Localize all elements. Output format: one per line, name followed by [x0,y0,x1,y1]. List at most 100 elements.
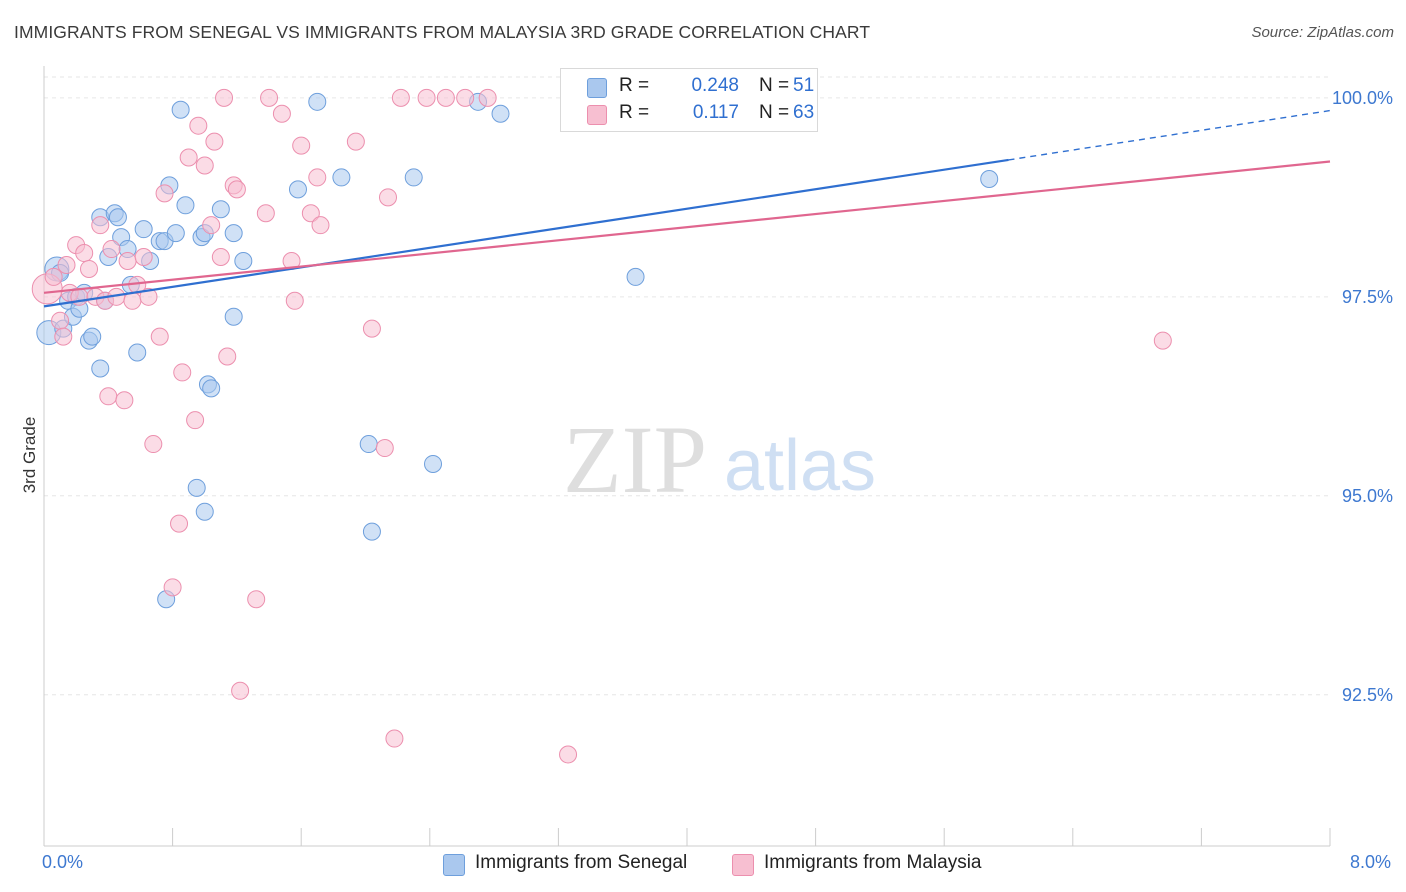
malaysia-point [179,148,198,167]
senegal-point [171,100,190,119]
y-tick-label: 92.5% [1342,685,1393,705]
senegal-point [332,168,351,187]
malaysia-point [391,88,410,107]
senegal-point [362,522,381,541]
senegal-point [424,454,443,473]
watermark-zip: ZIP [563,406,707,513]
senegal-n-value: 51 [793,75,815,96]
malaysia-point [80,259,99,278]
senegal-point [980,170,999,189]
malaysia-point [150,327,169,346]
senegal-point [224,307,243,326]
senegal-point [91,359,110,378]
malaysia-point [456,88,475,107]
malaysia-point [375,439,394,458]
senegal-legend-label: Immigrants from Senegal [475,852,688,873]
malaysia-point [308,168,327,187]
malaysia-point [227,180,246,199]
malaysia-point [75,244,94,263]
malaysia-point [51,311,70,330]
senegal-point [166,224,185,243]
senegal-point [308,92,327,111]
malaysia-point [292,136,311,155]
malaysia-r-value: 0.117 [692,102,739,123]
senegal-point [491,104,510,123]
malaysia-point [362,319,381,338]
senegal-point [202,379,221,398]
malaysia-n-value: 63 [793,102,815,123]
senegal-point [187,478,206,497]
senegal-r-label: R = [619,75,650,96]
malaysia-point [44,267,63,286]
malaysia-point [346,132,365,151]
senegal-point [359,435,378,454]
senegal-point [195,502,214,521]
y-tick-label: 97.5% [1342,287,1393,307]
malaysia-point [301,204,320,223]
malaysia-point [195,156,214,175]
malaysia-trend-line [43,160,1331,294]
malaysia-swatch [587,105,607,125]
senegal-point [83,327,102,346]
senegal-point [224,224,243,243]
malaysia-point [215,88,234,107]
senegal-r-value: 0.248 [691,75,739,96]
malaysia-point [54,327,73,346]
malaysia-legend-label: Immigrants from Malaysia [764,852,982,873]
senegal-trend-line [43,158,1009,308]
malaysia-point [417,88,436,107]
malaysia-point [155,184,174,203]
malaysia-point [247,590,266,609]
senegal-trend-extension [1008,109,1331,161]
malaysia-point [256,204,275,223]
senegal-point [211,200,230,219]
malaysia-point [285,291,304,310]
malaysia-point [99,387,118,406]
senegal-point [134,220,153,239]
stats-legend: R = 0.248 N = 51 R = 0.117 N = 63 [560,68,818,132]
senegal-point [234,252,253,270]
x-tick-max: 8.0% [1350,852,1392,872]
y-tick-label: 95.0% [1342,486,1393,506]
malaysia-point [57,255,76,274]
senegal-swatch [587,78,607,98]
malaysia-point [173,363,192,382]
senegal-point [404,168,423,187]
y-tick-label: 100.0% [1332,88,1393,108]
malaysia-point [231,681,250,700]
senegal-point [626,267,645,286]
malaysia-point [559,745,578,764]
malaysia-point [260,88,279,107]
chart-title: IMMIGRANTS FROM SENEGAL VS IMMIGRANTS FR… [14,22,871,42]
malaysia-point [218,347,237,366]
senegal-point [288,180,307,199]
senegal-point [128,343,147,362]
malaysia-point [436,88,455,107]
malaysia-point [170,514,189,533]
malaysia-point [211,248,230,267]
malaysia-point [118,252,137,270]
watermark-atlas: atlas [724,426,876,506]
malaysia-legend-swatch [732,854,754,876]
malaysia-point [163,578,182,597]
malaysia-point [385,729,404,748]
malaysia-point [134,248,153,267]
malaysia-point [91,216,110,235]
senegal-n-label: N = [759,75,790,96]
malaysia-point [1153,331,1172,350]
senegal-point [176,196,195,215]
malaysia-n-label: N = [759,102,790,123]
source-label: Source: ZipAtlas.com [1251,24,1394,41]
senegal-point [108,208,127,227]
malaysia-r-label: R = [619,102,650,123]
senegal-legend-swatch [443,854,465,876]
malaysia-point [115,391,134,410]
malaysia-point [102,240,121,259]
y-axis-label: 3rd Grade [20,416,39,494]
malaysia-point [311,216,330,235]
malaysia-point [272,104,291,123]
malaysia-point [189,116,208,135]
malaysia-point [478,88,497,107]
malaysia-point [186,411,205,430]
